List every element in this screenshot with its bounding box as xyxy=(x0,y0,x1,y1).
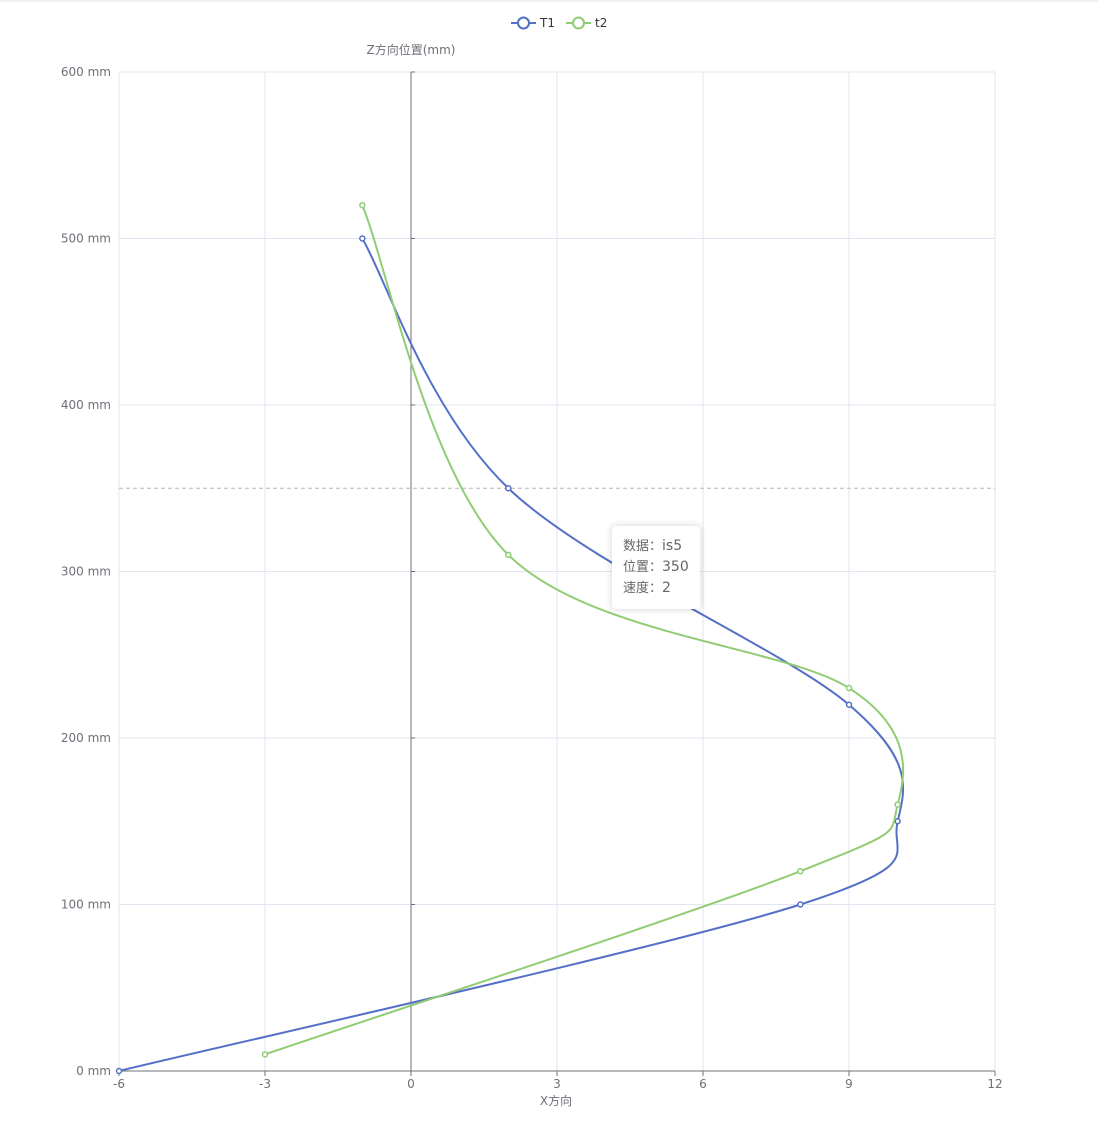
tooltip-value-data: is5 xyxy=(662,538,683,554)
data-point-T1[interactable] xyxy=(115,1067,123,1075)
x-tick-label: 3 xyxy=(553,1077,561,1091)
x-axis-title: X方向 xyxy=(540,1093,572,1108)
series-line-T1[interactable] xyxy=(118,237,905,1072)
data-point-T1[interactable] xyxy=(359,235,366,242)
grid xyxy=(118,71,996,1072)
y-axis-title: Z方向位置(mm) xyxy=(367,42,456,57)
data-point-t2[interactable] xyxy=(505,551,512,559)
y-tick-label: 0 mm xyxy=(76,1064,111,1078)
data-point-t2[interactable] xyxy=(894,801,901,808)
data-point-T1[interactable] xyxy=(505,485,512,492)
y-tick-label: 100 mm xyxy=(61,898,111,912)
data-point-t2[interactable] xyxy=(359,201,366,209)
legend-label-T1[interactable]: T1 xyxy=(539,16,555,30)
x-tick-label: 6 xyxy=(699,1077,707,1091)
tooltip-row-speed: 速度：2 xyxy=(623,578,689,599)
y-tick-label: 400 mm xyxy=(61,398,111,412)
x-tick-label: -6 xyxy=(113,1077,125,1091)
data-point-T1[interactable] xyxy=(894,818,901,825)
tooltip-label-speed: 速度： xyxy=(623,581,663,596)
legend-marker-t2[interactable] xyxy=(572,16,585,30)
top-border xyxy=(0,0,1099,2)
data-point-T1[interactable] xyxy=(797,901,804,908)
legend[interactable]: T1 t2 xyxy=(511,16,607,30)
x-tick-label: -3 xyxy=(259,1077,271,1091)
tooltip-label-data: 数据： xyxy=(623,539,663,554)
data-point-t2[interactable] xyxy=(261,1051,269,1058)
tooltip-label-position: 位置： xyxy=(623,560,663,575)
y-tick-label: 300 mm xyxy=(61,565,111,579)
y-tick-label: 600 mm xyxy=(61,65,111,79)
tooltip-row-position: 位置：350 xyxy=(623,557,689,578)
x-tick-label: 0 xyxy=(407,1077,415,1091)
data-point-T1[interactable] xyxy=(845,701,853,708)
tooltip-value-position: 350 xyxy=(662,559,689,575)
y-tick-label: 200 mm xyxy=(61,731,111,745)
x-tick-label: 12 xyxy=(987,1077,1002,1091)
axes: -6 -3 0 3 6 9 12 0 mm 100 mm 200 mm 300 mm 400 mm 50… xyxy=(61,42,1003,1108)
legend-marker-T1[interactable] xyxy=(517,16,530,30)
series-line-t2[interactable] xyxy=(264,204,905,1056)
x-tick-label: 9 xyxy=(845,1077,853,1091)
tooltip: 数据：is5 位置：350 速度：2 xyxy=(612,526,700,609)
legend-label-t2[interactable]: t2 xyxy=(595,16,607,30)
tooltip-value-speed: 2 xyxy=(662,580,671,596)
y-tick-label: 500 mm xyxy=(61,232,111,246)
series-lines[interactable] xyxy=(115,201,905,1075)
data-point-t2[interactable] xyxy=(797,867,804,875)
tooltip-row-data: 数据：is5 xyxy=(623,536,689,557)
data-point-t2[interactable] xyxy=(845,684,853,692)
